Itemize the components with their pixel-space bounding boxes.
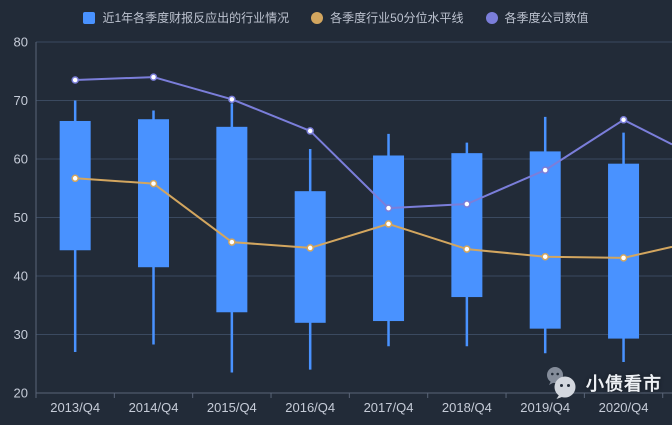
data-point[interactable] [463, 200, 471, 208]
data-point[interactable] [463, 245, 471, 253]
data-point[interactable] [228, 95, 236, 104]
legend-item-percentile-line[interactable]: 各季度行业50分位水平线 [311, 11, 464, 25]
watermark: 小债看市 [543, 365, 662, 401]
y-axis-label: 80 [14, 35, 28, 50]
x-axis-label: 2015/Q4 [207, 400, 257, 415]
y-axis-label: 20 [14, 386, 28, 401]
data-point[interactable] [149, 73, 158, 81]
y-axis-label: 40 [14, 269, 28, 284]
candle-body[interactable] [451, 153, 483, 298]
x-axis-label: 2019/Q4 [520, 400, 570, 415]
chart-legend: 近1年各季度财报反应出的行业情况 各季度行业50分位水平线 各季度公司数值 [0, 8, 672, 28]
data-point[interactable] [306, 127, 314, 135]
candle-body[interactable] [529, 151, 561, 329]
data-point[interactable] [71, 174, 79, 183]
legend-item-company-line[interactable]: 各季度公司数值 [485, 11, 589, 25]
data-point[interactable] [306, 244, 314, 252]
candle-body[interactable] [138, 119, 170, 268]
x-axis-label: 2013/Q4 [50, 400, 100, 415]
x-axis-label: 2017/Q4 [364, 400, 414, 415]
percentile-series-swatch [311, 12, 324, 24]
data-point[interactable] [228, 238, 236, 246]
wechat-icon [547, 367, 576, 399]
data-point[interactable] [619, 116, 628, 124]
x-axis-label: 2016/Q4 [285, 400, 335, 415]
data-point[interactable] [384, 204, 393, 212]
x-axis-label: 2018/Q4 [442, 400, 492, 415]
candle-body[interactable] [216, 126, 248, 313]
candle-body[interactable] [373, 155, 405, 322]
x-axis-label: 2020/Q4 [599, 400, 649, 415]
data-point[interactable] [541, 166, 549, 174]
legend-label: 近1年各季度财报反应出的行业情况 [102, 11, 290, 25]
candlestick-series-swatch [83, 12, 96, 24]
y-axis-label: 70 [14, 93, 28, 108]
data-point[interactable] [71, 76, 79, 84]
candle-body[interactable] [59, 120, 91, 251]
watermark-text: 小债看市 [586, 374, 662, 394]
legend-label: 各季度公司数值 [504, 11, 589, 25]
y-axis-label: 30 [14, 327, 28, 342]
data-point[interactable] [149, 179, 158, 188]
legend-label: 各季度行业50分位水平线 [330, 11, 464, 25]
candle-body[interactable] [608, 163, 640, 339]
legend-item-industry-range[interactable]: 近1年各季度财报反应出的行业情况 [83, 12, 289, 24]
data-point[interactable] [384, 220, 393, 228]
y-axis-label: 50 [14, 210, 28, 225]
candle-body[interactable] [294, 191, 326, 323]
data-point[interactable] [541, 252, 549, 261]
x-axis-label: 2014/Q4 [129, 400, 179, 415]
company-series-swatch [485, 12, 498, 24]
data-point[interactable] [619, 254, 628, 262]
y-axis-label: 60 [14, 152, 28, 167]
